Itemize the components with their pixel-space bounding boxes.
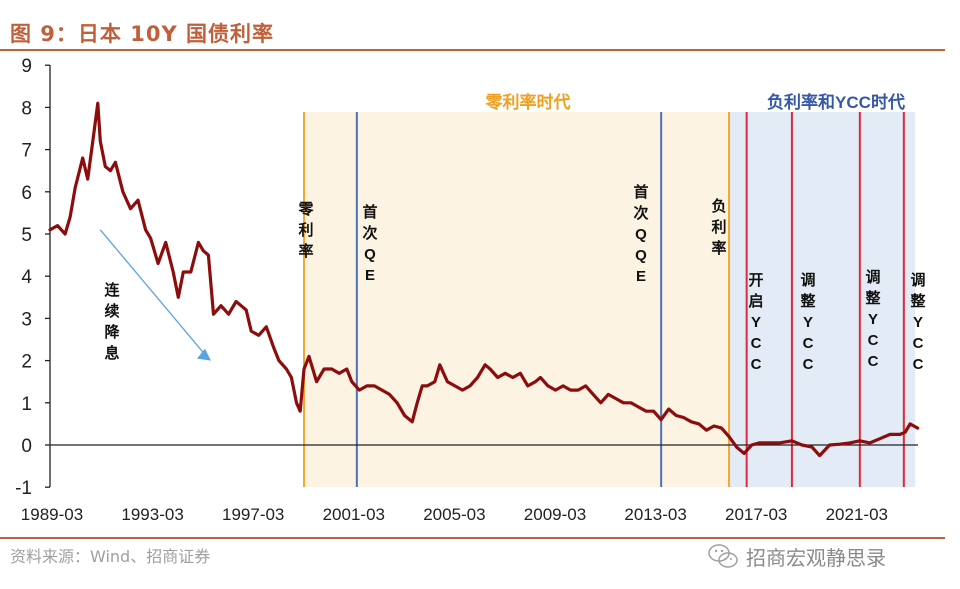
footer-divider (0, 537, 945, 539)
era-title-zero-rate: 零利率时代 (485, 92, 571, 112)
annotation-char: Y (803, 314, 813, 331)
y-tick-label: 5 (21, 225, 32, 246)
annotation-char: 利 (711, 218, 726, 236)
x-tick-label: 2017-03 (725, 505, 787, 524)
annotation-char: 整 (800, 292, 815, 310)
trend-arrow-line (99, 229, 206, 356)
x-tick-label: 2005-03 (423, 505, 485, 524)
yield-line (48, 101, 920, 458)
y-tick-label: 3 (21, 309, 32, 330)
annotation-char: C (913, 335, 924, 352)
y-tick-label: 7 (21, 141, 32, 162)
annotation-char: 首 (362, 203, 377, 221)
y-tick-label: 0 (21, 436, 32, 457)
annotation-char: C (751, 335, 762, 352)
annotation-char: 启 (748, 292, 763, 310)
x-tick-label: 1993-03 (121, 505, 183, 524)
annotation-char: Q (635, 247, 647, 264)
wechat-icon (708, 544, 738, 568)
annotation-char: 次 (633, 204, 648, 222)
annotation-char: C (803, 356, 814, 373)
annotation-char: 零 (297, 201, 314, 218)
annotation-char: Y (913, 314, 923, 331)
annotation-char: 率 (711, 239, 726, 257)
y-tick-label: 2 (21, 352, 32, 373)
annotation-char: 次 (362, 224, 377, 242)
y-tick-label: 9 (21, 56, 32, 77)
annotation-char: 调 (865, 269, 880, 286)
zero-rate-label: 零利率 (297, 201, 314, 260)
annotation-char: 调 (910, 272, 925, 289)
annotation-char: Q (364, 246, 376, 263)
annotation-char: C (803, 335, 814, 352)
x-tick-label: 1997-03 (222, 505, 284, 524)
x-tick-label: 2021-03 (826, 505, 888, 524)
annotation-char: 负 (711, 197, 726, 215)
annotation-char: C (868, 353, 879, 370)
trend-arrow-head (196, 348, 211, 361)
annotation-char: C (913, 356, 924, 373)
annotation-char: 整 (865, 289, 880, 307)
annotation-char: 息 (104, 344, 119, 362)
annotation-char: 首 (633, 183, 648, 201)
x-tick-label: 2001-03 (323, 505, 385, 524)
annotation-char: E (636, 268, 646, 285)
negative-rate-label: 负利率 (711, 197, 726, 257)
annotation-char: 降 (104, 323, 120, 341)
y-tick-label: 4 (21, 267, 32, 288)
annotation-char: 连 (104, 281, 120, 299)
annotation-char: Q (635, 226, 647, 243)
chart-title: 图 9：日本 10Y 国债利率 (10, 22, 274, 46)
x-tick-label: 2009-03 (524, 505, 586, 524)
source-note: 资料来源：Wind、招商证券 (10, 547, 211, 566)
y-tick-label: -1 (15, 478, 32, 499)
annotation-char: 率 (298, 242, 313, 260)
yield-series (48, 101, 920, 458)
annotation-char: Y (751, 314, 761, 331)
title-divider (0, 49, 945, 51)
event-markers (303, 112, 905, 487)
annotation-char: Y (868, 311, 878, 328)
era-regions (304, 112, 916, 487)
annotation-labels: 零利率时代 负利率和YCC时代连续降息零利率首次QE首次QQE负利率开启YCC调整… (99, 92, 926, 373)
era-title-negative-rate-ycc: 负利率和YCC时代 (767, 92, 905, 112)
zero-rate-era-region (304, 112, 730, 487)
y-tick-label: 1 (21, 394, 32, 415)
negative-rate-ycc-era-region (729, 112, 916, 487)
axes: -1 0 1 2 3 4 5 6 7 8 9 1989-03 1993-03 1997-03 2001-03… (15, 56, 918, 524)
annotation-char: 利 (298, 221, 313, 239)
watermark: 招商宏观静思录 (706, 541, 886, 571)
annotation-char: E (365, 267, 375, 284)
annotation-char: 续 (104, 302, 119, 320)
y-tick-label: 8 (21, 98, 32, 119)
y-tick-label: 6 (21, 183, 32, 204)
watermark-text: 招商宏观静思录 (746, 545, 886, 570)
x-tick-label: 2013-03 (624, 505, 686, 524)
annotation-char: 整 (910, 292, 925, 310)
x-tick-label: 1989-03 (21, 505, 83, 524)
annotation-char: C (751, 356, 762, 373)
annotation-char: 开 (748, 272, 763, 289)
annotation-char: C (868, 332, 879, 349)
annotation-char: 调 (800, 272, 815, 289)
